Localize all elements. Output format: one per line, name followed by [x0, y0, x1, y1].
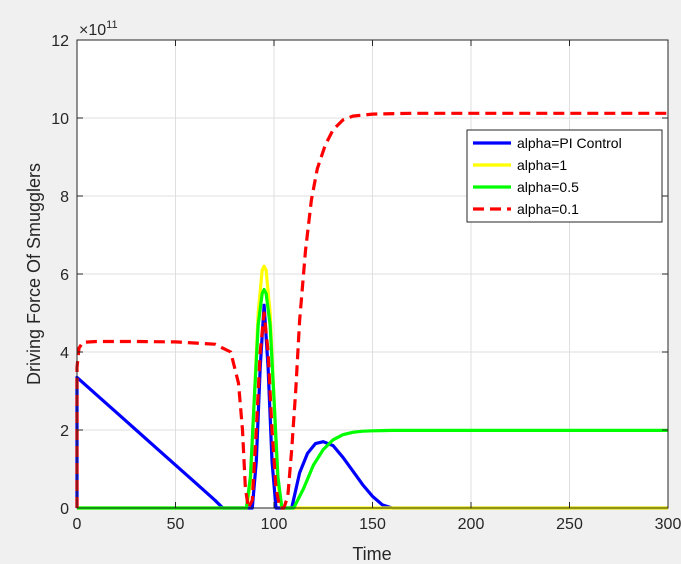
x-tick-label: 150 [359, 516, 386, 533]
y-tick-label: 4 [60, 345, 69, 362]
x-axis-label: Time [352, 544, 391, 564]
x-tick-label: 0 [73, 516, 82, 533]
y-tick-label: 2 [60, 423, 69, 440]
y-tick-labels: 0 2 4 6 8 10 12 [51, 33, 69, 518]
x-tick-label: 300 [655, 516, 681, 533]
x-tick-label: 100 [261, 516, 288, 533]
y-tick-label: 12 [51, 33, 69, 50]
x-tick-label: 250 [556, 516, 583, 533]
y-tick-label: 8 [60, 189, 69, 206]
legend: alpha=PI Control alpha=1 alpha=0.5 alpha=0.… [466, 129, 663, 223]
legend-label: alpha=PI Control [517, 135, 622, 151]
x-tick-labels: 0 50 100 150 200 250 300 [73, 516, 681, 533]
y-tick-label: 0 [60, 501, 69, 518]
ticks [76, 39, 669, 509]
y-tick-label: 6 [60, 267, 69, 284]
legend-label: alpha=0.1 [517, 201, 579, 217]
legend-box [466, 129, 663, 223]
y-exponent-label: ×1011 [79, 19, 118, 39]
x-tick-label: 50 [167, 516, 185, 533]
y-axis-label: Driving Force Of Smugglers [24, 163, 44, 385]
y-tick-label: 10 [51, 111, 69, 128]
legend-label: alpha=0.5 [517, 179, 579, 195]
legend-label: alpha=1 [517, 157, 567, 173]
x-tick-label: 200 [458, 516, 485, 533]
series-line-3 [75, 111, 668, 510]
